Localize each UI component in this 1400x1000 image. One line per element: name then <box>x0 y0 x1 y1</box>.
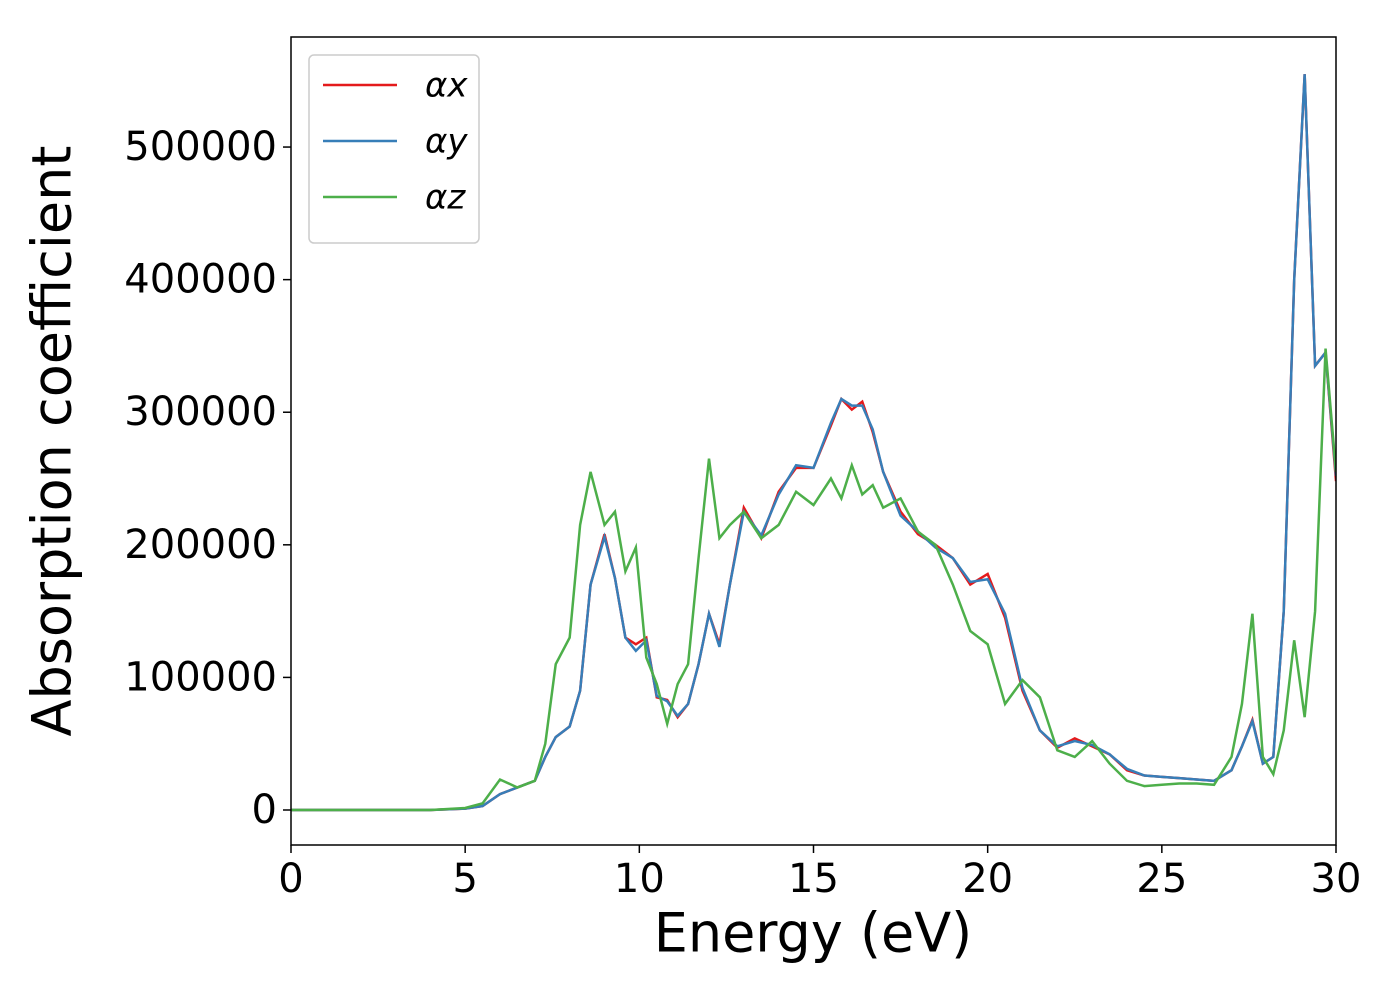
y-tick-label: 100000 <box>124 654 277 700</box>
x-tick-label: 5 <box>452 856 477 902</box>
x-tick-label: 25 <box>1136 856 1187 902</box>
legend-label: αx <box>425 66 468 106</box>
x-axis-label: Energy (eV) <box>654 902 973 965</box>
y-tick-label: 400000 <box>124 257 277 303</box>
y-tick-label: 0 <box>252 787 277 833</box>
x-tick-label: 0 <box>278 856 303 902</box>
plot-frame <box>290 36 1337 846</box>
y-axis-label: Absorption coefficient <box>21 146 84 737</box>
x-tick-label: 30 <box>1311 856 1362 902</box>
x-tick-label: 10 <box>614 856 665 902</box>
x-tick-label: 15 <box>788 856 839 902</box>
x-tick-label: 20 <box>962 856 1013 902</box>
legend-label: αz <box>425 178 466 218</box>
y-tick-label: 500000 <box>124 124 277 170</box>
y-tick-label: 200000 <box>124 522 277 568</box>
y-tick-label: 300000 <box>124 389 277 435</box>
series-line <box>291 74 1336 812</box>
series-line <box>291 348 1336 812</box>
legend-label: αy <box>425 122 468 162</box>
